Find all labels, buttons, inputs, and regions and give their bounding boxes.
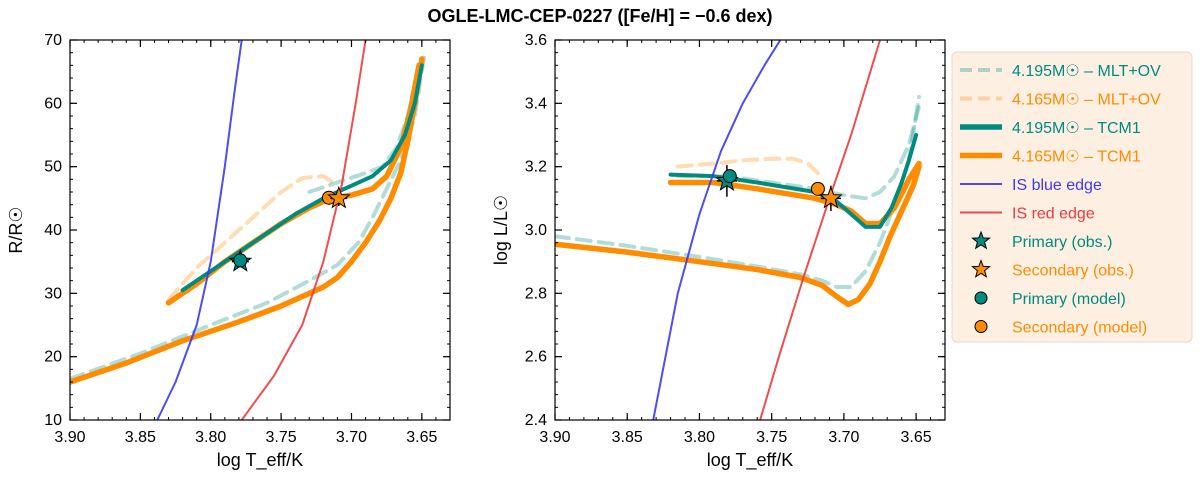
radius-ytick-label: 40 [44,222,62,239]
luminosity-ytick-label: 3.6 [525,32,547,49]
radius-series-tcm-secondary-loop [165,62,422,306]
radius-ytick-label: 60 [44,95,62,112]
legend-label-sec-model: Secondary (model) [1012,320,1147,337]
luminosity-series-mltov-primary [555,95,921,289]
radius-ytick-label: 70 [44,32,62,49]
legend-label-is-red: IS red edge [1012,206,1095,223]
legend-label-mltov-secondary: 4.165M☉ – MLT+OV [1012,92,1161,109]
radius-xtick-label: 3.85 [125,429,156,446]
luminosity-series-tcm-primary [668,133,919,229]
radius-series-tcm-secondary [70,56,425,385]
radius-panel: 3.90 3.85 3.80 3.75 3.70 3.65 10 20 30 40 50 60 70 lo… [6,32,451,471]
luminosity-ytick-label: 2.8 [525,285,547,302]
luminosity-ytick-label: 2.6 [525,349,547,366]
luminosity-ylabel: log L/L☉ [491,195,511,265]
luminosity-point-sec-model [810,181,825,196]
radius-xtick-label: 3.75 [266,429,297,446]
luminosity-series-tcm-secondary [555,163,922,308]
luminosity-ytick-label: 3.0 [525,222,547,239]
legend-label-prim-model: Primary (model) [1012,291,1126,308]
legend: 4.195M☉ – MLT+OV 4.165M☉ – MLT+OV 4.195M☉ … [951,51,1193,343]
legend-label-mltov-primary: 4.195M☉ – MLT+OV [1012,63,1161,80]
luminosity-panel: 3.90 3.85 3.80 3.75 3.70 3.65 2.4 2.6 2.8 3.0 3.2 3… [491,32,946,471]
luminosity-plot-area [555,40,922,420]
legend-box [951,51,1193,343]
chart-title: OGLE-LMC-CEP-0227 ([Fe/H] = −0.6 dex) [427,6,772,26]
luminosity-xtick-label: 3.80 [684,429,715,446]
legend-label-is-blue: IS blue edge [1012,177,1102,194]
luminosity-series-tcm-secondary-loop [667,160,922,227]
radius-series-mltov-primary [70,50,427,381]
luminosity-ytick-label: 3.4 [525,95,547,112]
radius-xtick-label: 3.70 [336,429,367,446]
radius-series-is-blue [156,40,243,420]
luminosity-ytick-label: 3.2 [525,159,547,176]
luminosity-series-mltov-primary-loop [675,104,921,201]
legend-handle-sec-model [974,320,988,333]
legend-handle-prim-model [974,291,988,305]
luminosity-point-sec-obs [819,185,843,209]
radius-point-prim-model [233,253,248,268]
radius-point-sec-obs [326,185,351,209]
radius-ytick-label: 30 [44,285,62,302]
luminosity-series-is-red [759,40,881,420]
legend-label-prim-obs: Primary (obs.) [1012,234,1112,251]
radius-ytick-label: 20 [44,349,62,366]
luminosity-point-prim-model [722,169,737,184]
luminosity-axes-frame [554,39,946,421]
luminosity-xlabel: log T_eff/K [707,450,793,471]
legend-label-sec-obs: Secondary (obs.) [1012,263,1134,280]
luminosity-series-mltov-secondary [675,156,820,175]
luminosity-xtick-label: 3.70 [828,429,859,446]
legend-label-tcm-secondary: 4.165M☉ – TCM1 [1012,149,1141,166]
luminosity-ytick-label: 2.4 [525,412,547,429]
legend-handle-prim-obs [971,230,991,250]
radius-ytick-label: 50 [44,159,62,176]
radius-series-is-red [240,40,367,420]
radius-xtick-label: 3.90 [54,429,85,446]
radius-ylabel: R/R☉ [6,206,26,253]
radius-xtick-label: 3.80 [195,429,226,446]
luminosity-xtick-label: 3.75 [756,429,787,446]
radius-ytick-label: 10 [44,412,62,429]
legend-label-tcm-primary: 4.195M☉ – TCM1 [1012,120,1141,137]
legend-handle-sec-obs [971,259,991,278]
radius-xtick-label: 3.65 [406,429,437,446]
luminosity-xtick-label: 3.85 [612,429,643,446]
luminosity-series-is-blue [652,40,782,420]
radius-series-mltov-secondary [166,174,340,302]
luminosity-xtick-label: 3.65 [901,429,932,446]
radius-xlabel: log T_eff/K [217,450,303,471]
luminosity-xtick-label: 3.90 [539,429,570,446]
radius-plot-area [70,40,427,420]
